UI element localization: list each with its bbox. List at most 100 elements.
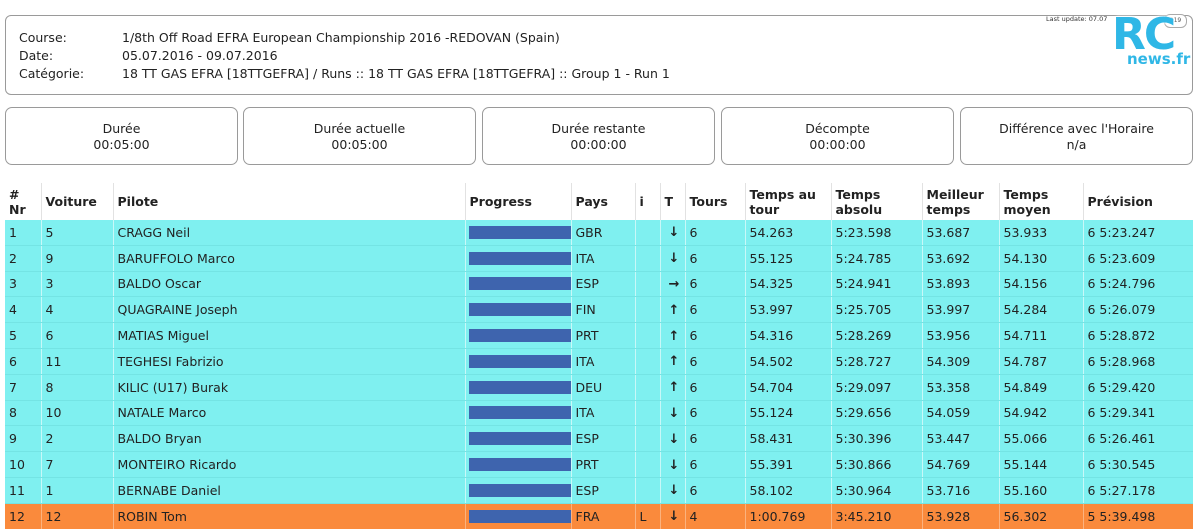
cell-pilote: QUAGRAINE Joseph: [112, 296, 465, 324]
cell-nr: 12: [5, 503, 41, 529]
cell-temps-absolu: 5:30.866: [830, 451, 922, 478]
arrow-down-icon: ↓: [668, 431, 680, 447]
header-temps-absolu[interactable]: Temps absolu: [830, 183, 922, 220]
cell-nr: 4: [5, 296, 41, 324]
stat-schedule-difference: Différence avec l'Horaire n/a: [960, 107, 1193, 165]
table-row[interactable]: 11 1 BERNABE Daniel ESP ↓ 6 58.102 5:30.964 53.7…: [5, 477, 1193, 504]
stat-value: 00:00:00: [809, 137, 866, 152]
cell-voiture: 12: [40, 503, 113, 529]
cell-temps-tour: 53.997: [744, 296, 831, 324]
table-row[interactable]: 2 9 BARUFFOLO Marco ITA ↓ 6 55.125 5:24.785 53.6…: [5, 245, 1193, 272]
table-row[interactable]: 7 8 KILIC (U17) Burak DEU ↑ 6 54.704 5:29.097 53…: [5, 374, 1193, 401]
cell-meilleur: 53.358: [921, 374, 999, 401]
course-value: 1/8th Off Road EFRA European Championshi…: [122, 30, 560, 45]
header-pays[interactable]: Pays: [570, 183, 635, 220]
cell-meilleur: 53.716: [921, 477, 999, 504]
cell-tours: 4: [684, 503, 745, 529]
cell-meilleur: 53.447: [921, 425, 999, 453]
cell-temps-absolu: 5:23.598: [830, 220, 922, 246]
cell-tours: 6: [684, 477, 745, 504]
table-row[interactable]: 1 5 CRAGG Neil GBR ↓ 6 54.263 5:23.598 53.687 53.…: [5, 220, 1193, 246]
table-row[interactable]: 6 11 TEGHESI Fabrizio ITA ↑ 6 54.502 5:28.727 54…: [5, 348, 1193, 375]
cell-voiture: 5: [40, 220, 113, 246]
table-row[interactable]: 12 12 ROBIN Tom FRA L ↓ 4 1:00.769 3:45.210 53.92…: [5, 503, 1193, 529]
cell-progress: [464, 245, 571, 272]
arrow-down-icon: ↓: [668, 251, 680, 267]
header-progress[interactable]: Progress: [464, 183, 571, 220]
table-row[interactable]: 5 6 MATIAS Miguel PRT ↑ 6 54.316 5:28.269 53.956…: [5, 322, 1193, 349]
arrow-down-icon: ↓: [668, 405, 680, 421]
header-nr[interactable]: # Nr: [5, 183, 41, 220]
header-trend[interactable]: T: [659, 183, 685, 220]
cell-info: [634, 271, 660, 298]
cell-info: [634, 296, 660, 324]
cell-pilote: BARUFFOLO Marco: [112, 245, 465, 272]
table-row[interactable]: 8 10 NATALE Marco ITA ↓ 6 55.124 5:29.656 54.059…: [5, 400, 1193, 427]
rcnews-logo: RC news.fr: [1108, 9, 1190, 72]
stat-current-duration: Durée actuelle 00:05:00: [243, 107, 476, 165]
cell-pays: FRA: [570, 503, 635, 529]
cell-prevision: 6 5:29.341: [1082, 400, 1193, 427]
cell-pays: PRT: [570, 451, 635, 478]
header-tours[interactable]: Tours: [684, 183, 745, 220]
table-row[interactable]: 9 2 BALDO Bryan ESP ↓ 6 58.431 5:30.396 53.447 55…: [5, 425, 1193, 453]
cell-nr: 7: [5, 374, 41, 401]
cell-pays: ITA: [570, 245, 635, 272]
cell-temps-absolu: 5:30.396: [830, 425, 922, 453]
cell-pays: FIN: [570, 296, 635, 324]
cell-trend: ↑: [659, 322, 685, 349]
cell-moyen: 54.284: [998, 296, 1083, 324]
cell-info: [634, 245, 660, 272]
header-temps-moyen[interactable]: Temps moyen: [998, 183, 1083, 220]
cell-progress: [464, 451, 571, 478]
cell-moyen: 54.787: [998, 348, 1083, 375]
header-i[interactable]: i: [634, 183, 660, 220]
cell-temps-absolu: 3:45.210: [830, 503, 922, 529]
cell-temps-absolu: 5:25.705: [830, 296, 922, 324]
category-row: Catégorie: 18 TT GAS EFRA [18TTGEFRA] / R…: [19, 65, 670, 82]
category-label: Catégorie:: [19, 66, 85, 81]
results-table: # Nr Voiture Pilote Progress Pays i T To…: [5, 183, 1193, 529]
cell-pilote: BERNABE Daniel: [112, 477, 465, 504]
cell-voiture: 9: [40, 245, 113, 272]
header-voiture[interactable]: Voiture: [40, 183, 113, 220]
progress-bar: [468, 329, 571, 343]
header-prevision[interactable]: Prévision: [1082, 183, 1193, 220]
header-meilleur-temps[interactable]: Meilleur temps: [921, 183, 999, 220]
cell-progress: [464, 220, 571, 246]
cell-meilleur: 54.769: [921, 451, 999, 478]
cell-temps-tour: 58.102: [744, 477, 831, 504]
progress-bar: [468, 380, 571, 394]
cell-moyen: 54.711: [998, 322, 1083, 349]
table-row[interactable]: 4 4 QUAGRAINE Joseph FIN ↑ 6 53.997 5:25.705 53.…: [5, 296, 1193, 324]
cell-pilote: NATALE Marco: [112, 400, 465, 427]
cell-moyen: 54.156: [998, 271, 1083, 298]
cell-tours: 6: [684, 220, 745, 246]
cell-pays: GBR: [570, 220, 635, 246]
progress-bar: [468, 277, 571, 291]
header-temps-tour[interactable]: Temps au tour: [744, 183, 831, 220]
table-row[interactable]: 10 7 MONTEIRO Ricardo PRT ↓ 6 55.391 5:30.866 54…: [5, 451, 1193, 478]
cell-temps-tour: 55.124: [744, 400, 831, 427]
progress-bar: [468, 406, 571, 420]
cell-moyen: 56.302: [998, 503, 1083, 529]
cell-temps-tour: 58.431: [744, 425, 831, 453]
cell-info: [634, 374, 660, 401]
cell-prevision: 6 5:26.461: [1082, 425, 1193, 453]
cell-temps-absolu: 5:30.964: [830, 477, 922, 504]
cell-nr: 9: [5, 425, 41, 453]
cell-pilote: BALDO Oscar: [112, 271, 465, 298]
arrow-right-icon: →: [668, 276, 680, 292]
cell-moyen: 53.933: [998, 220, 1083, 246]
header-pilote[interactable]: Pilote: [112, 183, 465, 220]
cell-pilote: MATIAS Miguel: [112, 322, 465, 349]
cell-trend: ↑: [659, 296, 685, 324]
category-value: 18 TT GAS EFRA [18TTGEFRA] / Runs :: 18 …: [122, 66, 670, 81]
table-row[interactable]: 3 3 BALDO Oscar ESP → 6 54.325 5:24.941 53.893 54…: [5, 271, 1193, 298]
cell-nr: 1: [5, 220, 41, 246]
cell-moyen: 54.942: [998, 400, 1083, 427]
cell-prevision: 6 5:23.247: [1082, 220, 1193, 246]
cell-pilote: BALDO Bryan: [112, 425, 465, 453]
cell-pays: ESP: [570, 271, 635, 298]
cell-temps-absolu: 5:24.785: [830, 245, 922, 272]
